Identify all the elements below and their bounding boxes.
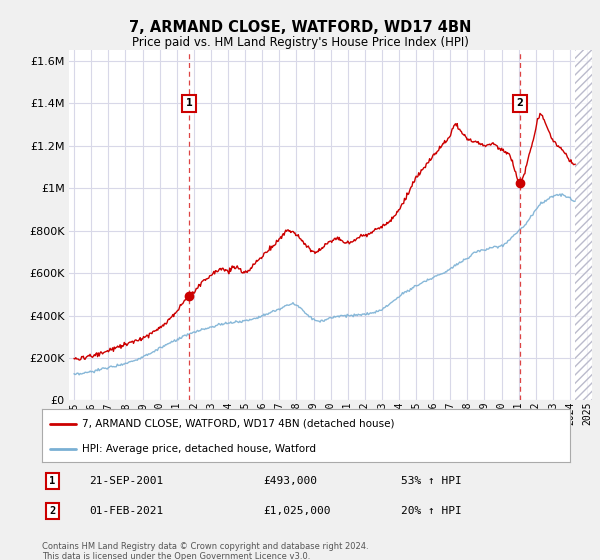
Text: 20% ↑ HPI: 20% ↑ HPI	[401, 506, 462, 516]
Text: £493,000: £493,000	[264, 476, 318, 486]
Text: Price paid vs. HM Land Registry's House Price Index (HPI): Price paid vs. HM Land Registry's House …	[131, 36, 469, 49]
Text: Contains HM Land Registry data © Crown copyright and database right 2024.
This d: Contains HM Land Registry data © Crown c…	[42, 542, 368, 560]
Text: 1: 1	[49, 476, 56, 486]
Text: 2: 2	[517, 99, 523, 109]
Text: HPI: Average price, detached house, Watford: HPI: Average price, detached house, Watf…	[82, 444, 316, 454]
Text: 7, ARMAND CLOSE, WATFORD, WD17 4BN (detached house): 7, ARMAND CLOSE, WATFORD, WD17 4BN (deta…	[82, 419, 394, 429]
Text: £1,025,000: £1,025,000	[264, 506, 331, 516]
Text: 1: 1	[185, 99, 193, 109]
Text: 21-SEP-2001: 21-SEP-2001	[89, 476, 164, 486]
Bar	[575, 50, 592, 400]
Text: 7, ARMAND CLOSE, WATFORD, WD17 4BN: 7, ARMAND CLOSE, WATFORD, WD17 4BN	[129, 20, 471, 35]
Text: 53% ↑ HPI: 53% ↑ HPI	[401, 476, 462, 486]
Text: 2: 2	[49, 506, 56, 516]
Text: 01-FEB-2021: 01-FEB-2021	[89, 506, 164, 516]
Bar	[575, 50, 592, 400]
